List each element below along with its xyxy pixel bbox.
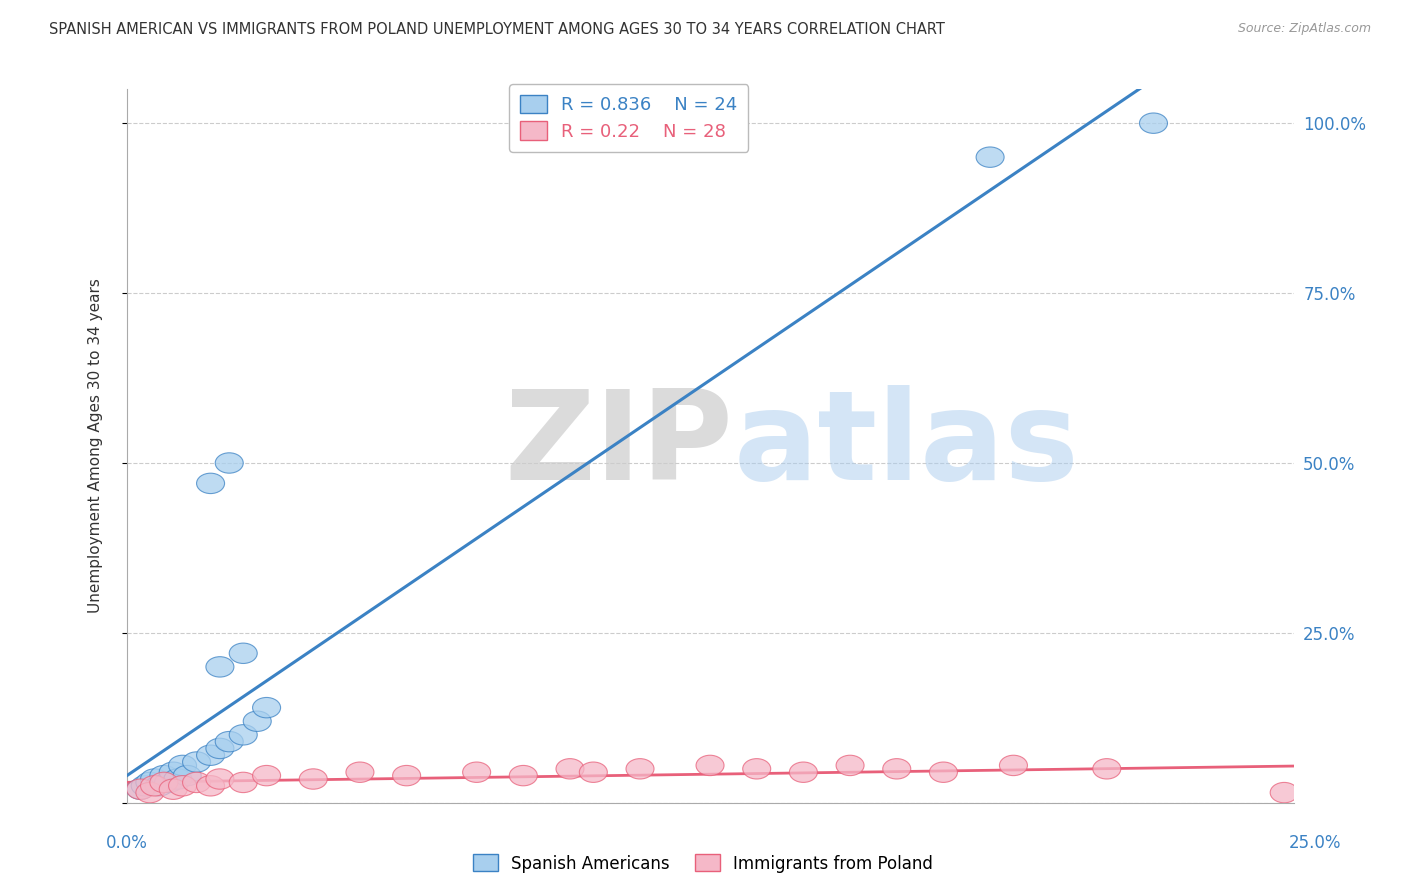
Ellipse shape xyxy=(131,776,159,796)
Y-axis label: Unemployment Among Ages 30 to 34 years: Unemployment Among Ages 30 to 34 years xyxy=(89,278,103,614)
Ellipse shape xyxy=(205,739,233,758)
Text: 25.0%: 25.0% xyxy=(1288,834,1341,852)
Ellipse shape xyxy=(141,776,169,796)
Legend: Spanish Americans, Immigrants from Poland: Spanish Americans, Immigrants from Polan… xyxy=(467,847,939,880)
Ellipse shape xyxy=(929,762,957,782)
Ellipse shape xyxy=(169,776,197,796)
Ellipse shape xyxy=(215,731,243,752)
Ellipse shape xyxy=(509,765,537,786)
Ellipse shape xyxy=(150,772,179,793)
Ellipse shape xyxy=(555,758,583,779)
Ellipse shape xyxy=(229,643,257,664)
Ellipse shape xyxy=(173,765,201,786)
Ellipse shape xyxy=(243,711,271,731)
Ellipse shape xyxy=(183,752,211,772)
Ellipse shape xyxy=(976,147,1004,168)
Ellipse shape xyxy=(215,453,243,473)
Ellipse shape xyxy=(141,769,169,789)
Ellipse shape xyxy=(229,772,257,793)
Ellipse shape xyxy=(169,756,197,776)
Ellipse shape xyxy=(197,776,225,796)
Ellipse shape xyxy=(253,698,281,718)
Ellipse shape xyxy=(463,762,491,782)
Text: 0.0%: 0.0% xyxy=(105,834,148,852)
Ellipse shape xyxy=(127,779,155,799)
Ellipse shape xyxy=(789,762,817,782)
Ellipse shape xyxy=(1139,113,1167,134)
Ellipse shape xyxy=(626,758,654,779)
Ellipse shape xyxy=(883,758,911,779)
Ellipse shape xyxy=(159,779,187,799)
Ellipse shape xyxy=(155,772,183,793)
Ellipse shape xyxy=(145,776,173,796)
Ellipse shape xyxy=(136,782,165,803)
Ellipse shape xyxy=(197,745,225,765)
Ellipse shape xyxy=(346,762,374,782)
Text: atlas: atlas xyxy=(734,385,1080,507)
Ellipse shape xyxy=(253,765,281,786)
Ellipse shape xyxy=(205,769,233,789)
Ellipse shape xyxy=(392,765,420,786)
Ellipse shape xyxy=(299,769,328,789)
Ellipse shape xyxy=(150,765,179,786)
Ellipse shape xyxy=(742,758,770,779)
Text: SPANISH AMERICAN VS IMMIGRANTS FROM POLAND UNEMPLOYMENT AMONG AGES 30 TO 34 YEAR: SPANISH AMERICAN VS IMMIGRANTS FROM POLA… xyxy=(49,22,945,37)
Ellipse shape xyxy=(127,779,155,799)
Ellipse shape xyxy=(165,769,191,789)
Ellipse shape xyxy=(1092,758,1121,779)
Ellipse shape xyxy=(197,473,225,493)
Ellipse shape xyxy=(1270,782,1298,803)
Ellipse shape xyxy=(136,772,165,793)
Ellipse shape xyxy=(579,762,607,782)
Ellipse shape xyxy=(183,772,211,793)
Ellipse shape xyxy=(229,724,257,745)
Ellipse shape xyxy=(205,657,233,677)
Ellipse shape xyxy=(159,762,187,782)
Text: ZIP: ZIP xyxy=(505,385,734,507)
Ellipse shape xyxy=(696,756,724,776)
Text: Source: ZipAtlas.com: Source: ZipAtlas.com xyxy=(1237,22,1371,36)
Ellipse shape xyxy=(837,756,865,776)
Legend: R = 0.836    N = 24, R = 0.22    N = 28: R = 0.836 N = 24, R = 0.22 N = 28 xyxy=(509,84,748,152)
Ellipse shape xyxy=(1000,756,1028,776)
